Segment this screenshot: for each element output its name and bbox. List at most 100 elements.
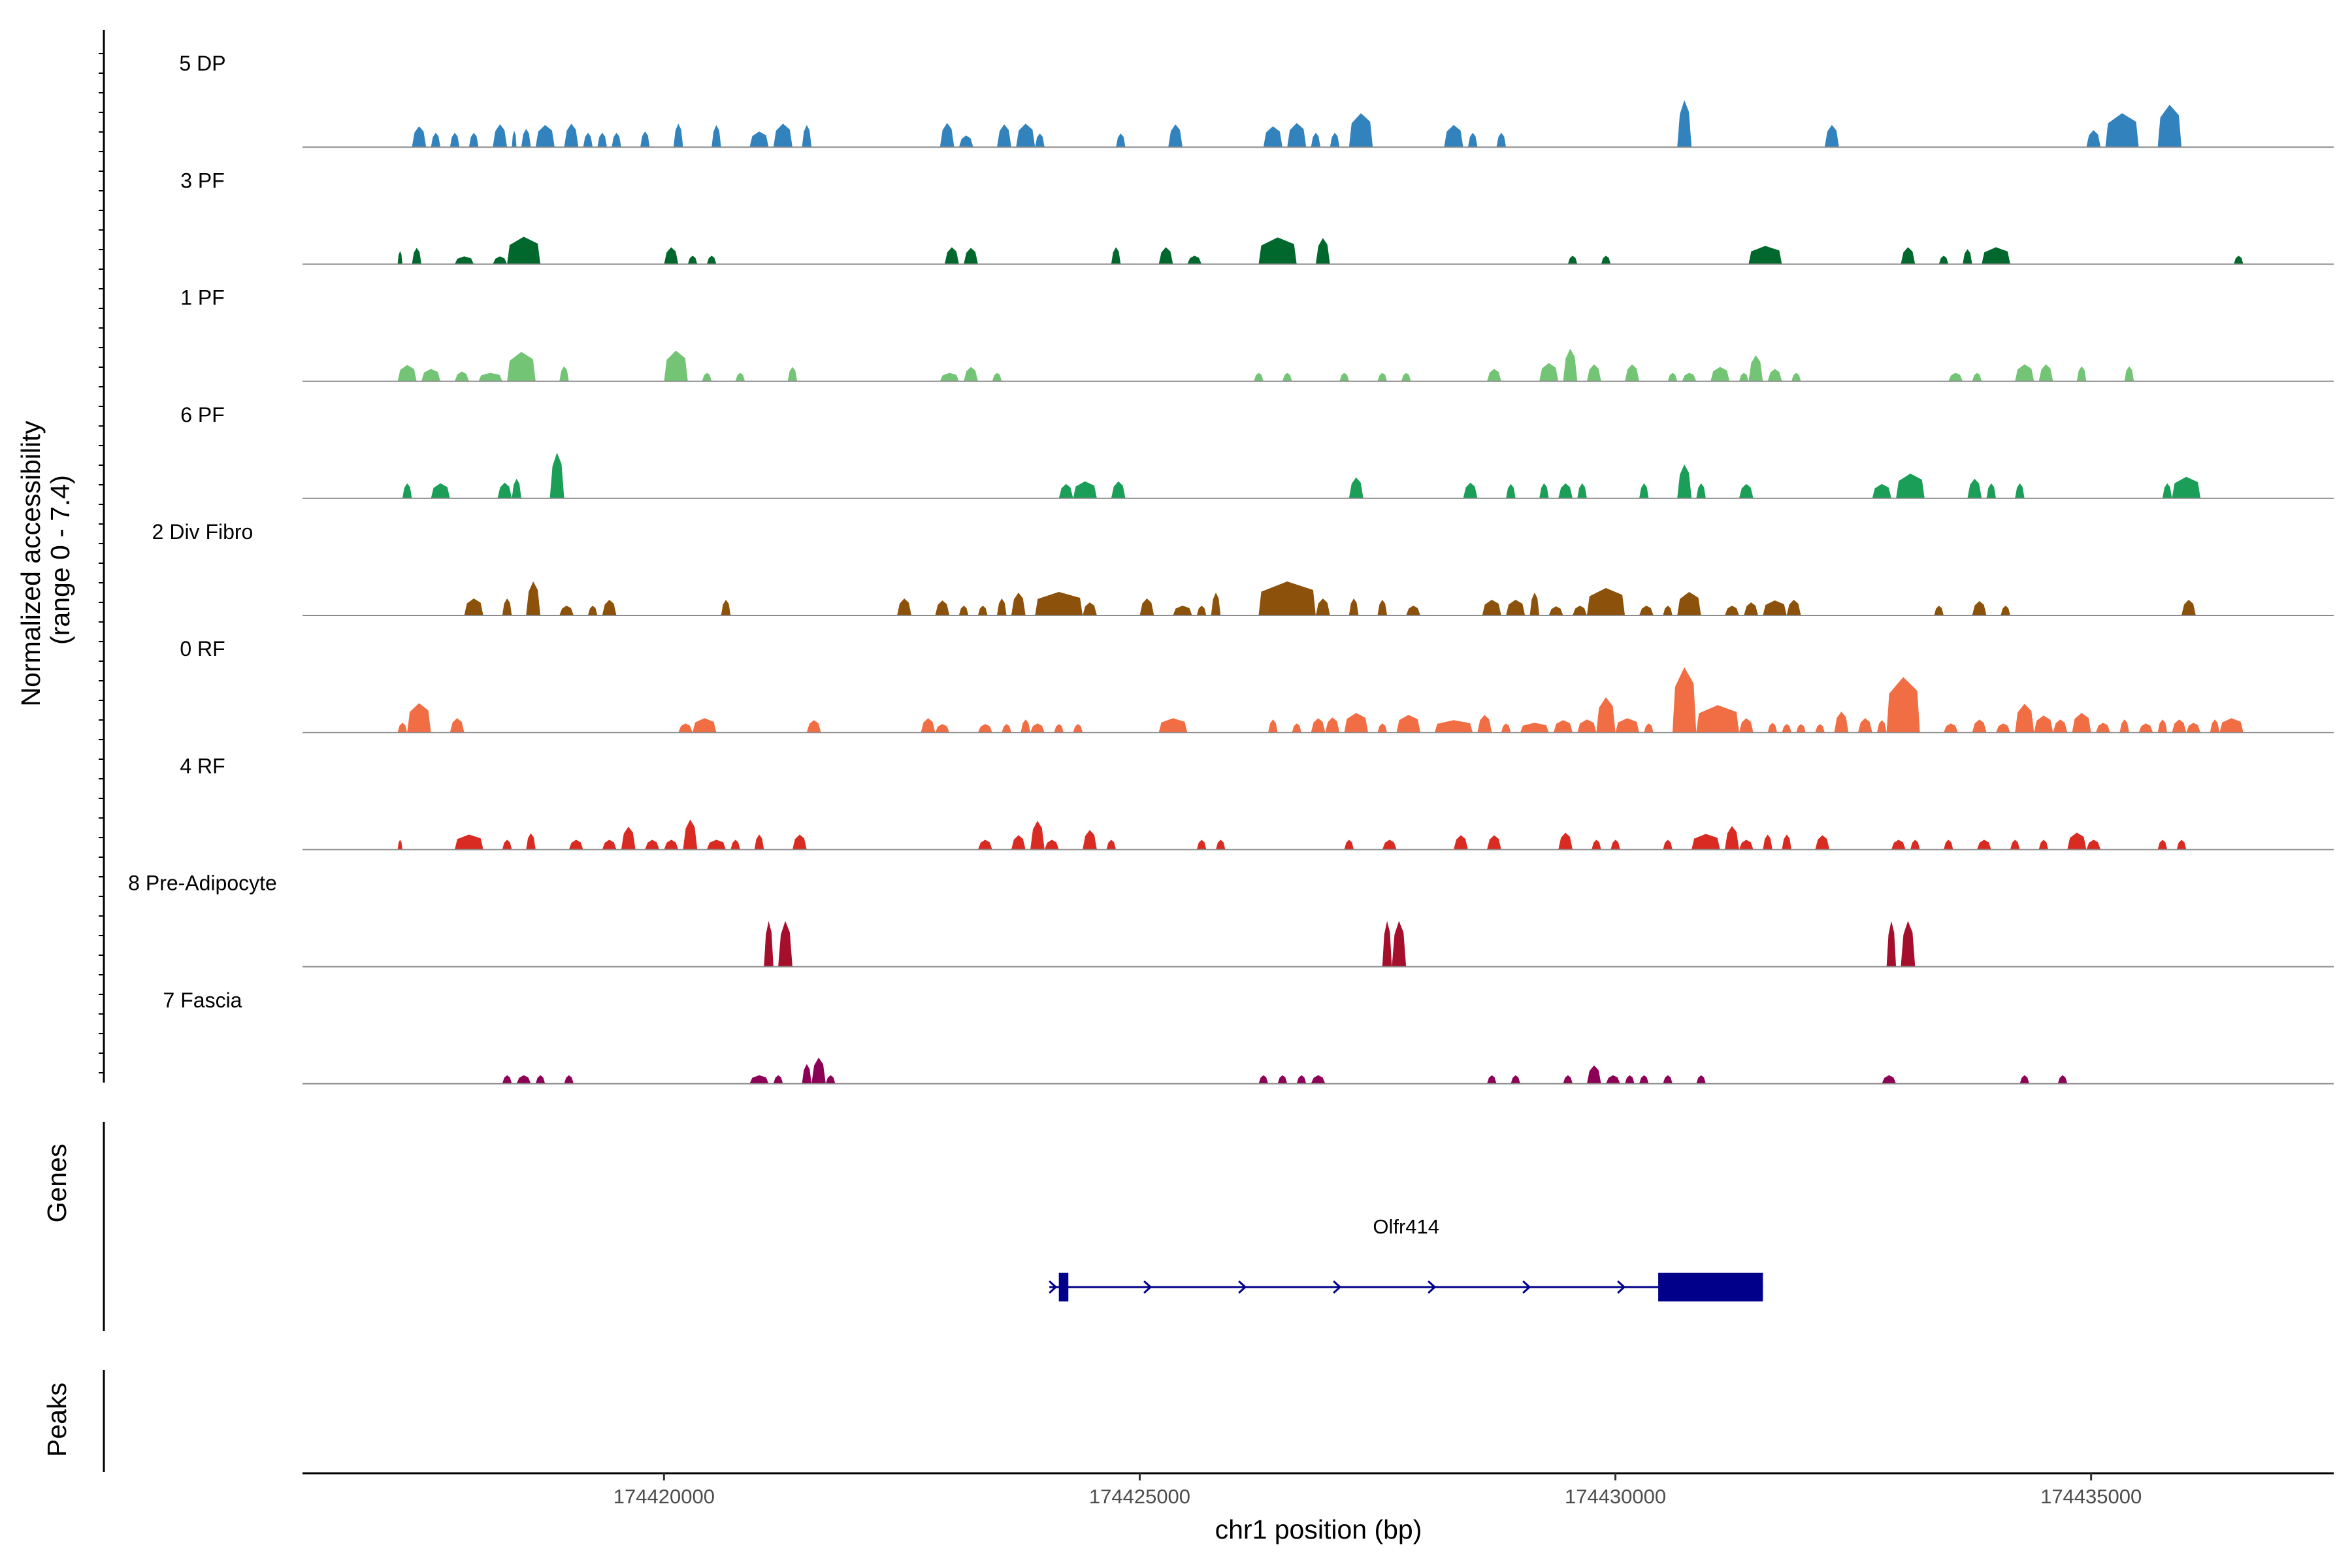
coverage-peak xyxy=(1610,840,1620,850)
coverage-peak xyxy=(2172,719,2187,733)
coverage-peak xyxy=(1896,473,1925,498)
coverage-peak xyxy=(2186,723,2201,733)
track-label: 0 RF xyxy=(180,637,225,661)
coverage-peak xyxy=(1282,372,1292,382)
coverage-peak xyxy=(568,840,583,850)
coverage-peak xyxy=(455,371,469,382)
coverage-peak xyxy=(1477,715,1492,733)
coverage-peak xyxy=(1744,602,1758,615)
track-5-dp: 5 DP xyxy=(179,52,2334,148)
coverage-peak xyxy=(1815,724,1825,733)
coverage-peak xyxy=(564,123,579,148)
coverage-peak xyxy=(2057,1075,2068,1084)
coverage-peak xyxy=(1330,133,1340,148)
coverage-peak xyxy=(1463,482,1478,498)
coverage-peak xyxy=(1677,464,1692,498)
track-0-rf: 0 RF xyxy=(180,637,2334,734)
coverage-peak xyxy=(1563,1075,1573,1084)
coverage-peak xyxy=(526,581,541,615)
coverage-peak xyxy=(1786,600,1801,615)
coverage-peak xyxy=(1406,606,1420,615)
coverage-peak xyxy=(1938,255,1949,265)
y-axis-title: Normalized accessibility (range 0 - 7.4) xyxy=(16,414,75,707)
coverage-peak xyxy=(749,1075,769,1084)
track-label: 7 Fascia xyxy=(163,988,242,1012)
strand-arrow xyxy=(1143,1280,1152,1294)
coverage-peak xyxy=(1677,100,1692,148)
coverage-peak xyxy=(997,124,1011,148)
strand-arrow xyxy=(1522,1280,1531,1294)
coverage-peak xyxy=(1377,372,1388,382)
coverage-peak xyxy=(2172,476,2201,498)
coverage-peak xyxy=(1857,718,1872,733)
strand-arrow xyxy=(1617,1280,1626,1294)
coverage-peak xyxy=(1168,124,1183,148)
gene-name-label: Olfr414 xyxy=(1373,1215,1439,1238)
coverage-peak xyxy=(683,819,698,850)
coverage-peak xyxy=(431,483,450,498)
track-3-pf: 3 PF xyxy=(180,169,2334,265)
coverage-peak xyxy=(1348,477,1364,498)
track-label: 3 PF xyxy=(180,169,225,192)
coverage-peak xyxy=(1901,921,1916,967)
coverage-peak xyxy=(702,372,712,382)
coverage-peak xyxy=(1796,724,1806,733)
gene-track: Olfr414 xyxy=(1049,1215,1763,1301)
coverage-peak xyxy=(640,131,650,148)
coverage-peak xyxy=(1496,133,1507,148)
coverage-peak xyxy=(749,131,769,148)
coverage-peak xyxy=(1258,1075,1268,1084)
coverage-peak xyxy=(1944,840,1953,850)
coverage-peak xyxy=(397,251,402,265)
coverage-peak xyxy=(2181,600,2196,615)
coverage-peak xyxy=(664,247,679,265)
coverage-peak xyxy=(1696,1075,1706,1084)
strand-arrow xyxy=(1049,1280,1058,1294)
coverage-peak xyxy=(1748,355,1763,382)
coverage-peak xyxy=(1454,835,1468,850)
coverage-peak xyxy=(587,606,598,615)
coverage-peak xyxy=(1058,483,1073,498)
coverage-peak xyxy=(535,125,555,148)
coverage-peak xyxy=(1311,133,1321,148)
coverage-peak xyxy=(673,123,683,148)
coverage-peak xyxy=(1663,606,1673,615)
coverage-peak xyxy=(1886,677,1920,733)
coverage-peak xyxy=(421,368,441,382)
coverage-peak xyxy=(1677,592,1701,615)
coverage-peak xyxy=(1520,723,1549,733)
track-label: 4 RF xyxy=(180,754,225,777)
coverage-peak xyxy=(2086,840,2101,850)
coverage-peak xyxy=(1539,363,1559,382)
coverage-peak xyxy=(1872,483,1891,498)
coverage-peak xyxy=(1030,821,1045,850)
coverage-peak xyxy=(1268,719,1278,733)
coverage-peak xyxy=(1601,255,1611,265)
coverage-peak xyxy=(1139,598,1154,615)
coverage-peak xyxy=(1011,835,1026,850)
x-tick-label: 174435000 xyxy=(2040,1485,2142,1508)
coverage-peak xyxy=(1824,125,1839,148)
coverage-peak xyxy=(397,723,408,733)
coverage-peak xyxy=(1739,372,1749,382)
coverage-peak xyxy=(1487,368,1501,382)
coverage-peak xyxy=(1563,348,1578,382)
coverage-peak xyxy=(2157,105,2181,148)
coverage-peak xyxy=(1882,1075,1897,1084)
coverage-peak xyxy=(1739,483,1754,498)
coverage-peak xyxy=(1073,724,1083,733)
coverage-peak xyxy=(721,600,731,615)
coverage-peak xyxy=(787,367,798,382)
gene-exon xyxy=(1058,1273,1069,1301)
coverage-peak xyxy=(455,256,474,265)
coverage-peak xyxy=(502,1075,512,1084)
coverage-peak xyxy=(664,350,688,382)
coverage-peak xyxy=(1254,372,1264,382)
coverage-peak xyxy=(1348,598,1359,615)
coverage-peak xyxy=(1663,840,1673,850)
track-label: 1 PF xyxy=(180,286,225,310)
coverage-peak xyxy=(621,826,636,850)
coverage-peak xyxy=(583,133,593,148)
coverage-peak xyxy=(802,125,812,148)
coverage-peak xyxy=(1748,246,1782,265)
